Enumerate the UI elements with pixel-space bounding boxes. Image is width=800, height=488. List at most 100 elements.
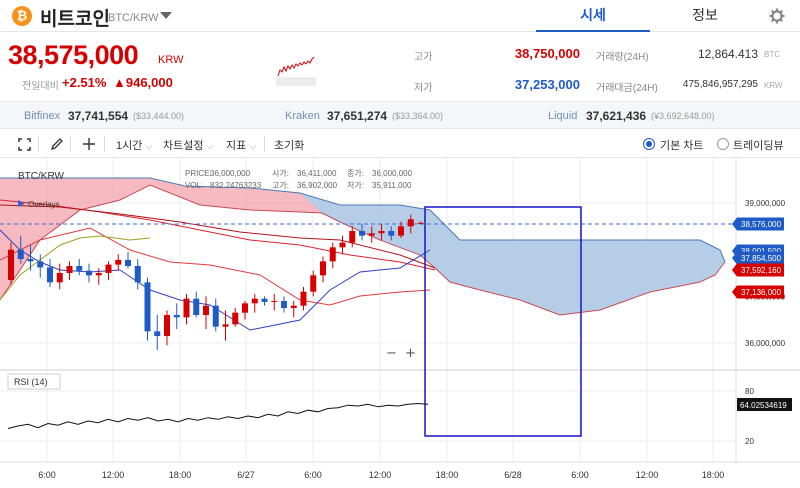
selection-box[interactable] <box>424 206 582 437</box>
high-price: 38,750,000 <box>514 46 580 61</box>
toolbar-divider <box>264 136 265 152</box>
candle-body <box>8 249 14 280</box>
header: ₿ 비트코인 BTC/KRW 시세 정보 <box>0 0 800 32</box>
x-tick-label: 12:00 <box>636 470 659 480</box>
candle-body <box>164 315 170 336</box>
x-tick-label: 18:00 <box>436 470 459 480</box>
info-high: 36,902,000 <box>297 181 338 190</box>
rsi-axis-ticks: 80 20 <box>745 387 754 446</box>
fullscreen-icon[interactable] <box>18 138 31 151</box>
exchange-price: 37,651,274 <box>327 109 388 123</box>
exchange-prices-row: Bitfinex 37,741,554 ($33,444.00) Kraken … <box>0 101 800 129</box>
price-tag <box>732 217 784 231</box>
change-percent: +2.51% <box>62 75 107 90</box>
trade-value-unit: KRW <box>764 81 783 90</box>
volume-value: 12,864.413 <box>697 47 758 61</box>
info-open: 36,411,000 <box>297 169 337 178</box>
candle-body <box>329 247 336 262</box>
chevron-down-icon: ⌵ <box>249 141 257 151</box>
candle-info: PRICE: 36,000,000 VOL: 832.24763233 시가: … <box>185 169 413 190</box>
candles-group <box>8 214 424 350</box>
price-tag-label: 37,136,000 <box>741 288 782 297</box>
price-sparkline <box>277 56 315 77</box>
price-tag <box>732 285 784 299</box>
price-tag-label: 38,576,000 <box>741 220 782 229</box>
candle-body <box>271 301 278 302</box>
x-tick-label: 12:00 <box>369 470 392 480</box>
tradingview-radio[interactable] <box>717 138 729 150</box>
candle-body <box>310 275 317 292</box>
volume-label: 거래량(24H) <box>596 52 649 63</box>
chevron-down-icon: ⌵ <box>206 141 214 151</box>
tab-quote[interactable]: 시세 <box>536 0 650 32</box>
candle-body <box>17 249 24 259</box>
info-vol: 832.24763233 <box>210 181 262 190</box>
rsi-label-box <box>7 373 61 390</box>
candle-body <box>242 303 248 313</box>
interval-dropdown[interactable]: 1시간 ⌵ <box>116 137 152 153</box>
reset-button[interactable]: 초기화 <box>274 140 305 152</box>
candle-body <box>281 301 287 308</box>
candle-body <box>86 270 92 276</box>
candle-body <box>261 298 268 302</box>
y-tick-label: 39,000,000 <box>745 199 786 208</box>
pair-dropdown-caret-icon[interactable] <box>160 12 172 19</box>
exchange-price: 37,621,436 <box>586 109 647 123</box>
candle-body <box>76 266 83 271</box>
candle-body <box>212 305 219 327</box>
pencil-icon[interactable] <box>50 137 64 151</box>
candle-body <box>222 324 229 327</box>
candle-body <box>349 231 356 243</box>
lagging-line <box>0 235 151 301</box>
price-chart[interactable]: BTC/KRW PRICE: 36,000,000 VOL: 832.24763… <box>0 158 800 488</box>
overlays-label[interactable]: Overlays <box>28 200 60 209</box>
x-tick-label: 12:00 <box>102 470 125 480</box>
candle-body <box>183 298 190 318</box>
candle-body <box>56 273 63 283</box>
candle-body <box>144 282 151 332</box>
volume-unit: BTC <box>764 50 780 59</box>
overlay-arrow-icon <box>18 200 25 207</box>
basic-chart-radio[interactable] <box>643 138 655 150</box>
price-tag-label: 37,592,160 <box>741 266 782 275</box>
exchange-name: Bitfinex <box>24 110 61 122</box>
zoom-out-button[interactable]: − <box>386 346 397 361</box>
exchange-diff: ($33,364.00) <box>392 111 444 121</box>
info-close: 36,000,000 <box>372 169 413 178</box>
y-tick-label: 36,000,000 <box>745 339 786 348</box>
zoom-in-button[interactable]: + <box>405 346 416 361</box>
ma-line-dark-red <box>0 204 436 269</box>
info-price-label: PRICE: <box>185 169 212 178</box>
tab-info[interactable]: 정보 <box>692 7 718 23</box>
x-tick-label: 6/27 <box>237 470 255 480</box>
candle-body <box>66 266 73 273</box>
candle-body <box>320 261 326 276</box>
x-tick-label: 6:00 <box>38 470 56 480</box>
kijun-line <box>0 227 431 306</box>
tenkan-line <box>0 229 431 331</box>
indicators-dropdown[interactable]: 지표 ⌵ <box>226 137 256 153</box>
pair-label: BTC/KRW <box>108 12 159 24</box>
interval-label: 1시간 <box>116 140 143 152</box>
candle-body <box>251 298 258 304</box>
candle-body <box>173 315 180 318</box>
candle-body <box>232 312 239 325</box>
candle-body <box>47 267 53 283</box>
chart-toolbar: 1시간 ⌵ 차트설정 ⌵ 지표 ⌵ 초기화 기본 차트 트레이딩뷰 <box>0 130 800 158</box>
gear-icon[interactable] <box>769 8 785 24</box>
basic-chart-label[interactable]: 기본 차트 <box>660 140 704 152</box>
exchange-name: Kraken <box>285 110 320 122</box>
tradingview-label[interactable]: 트레이딩뷰 <box>733 140 784 152</box>
info-high-label: 고가: <box>272 181 289 190</box>
crosshair-icon[interactable] <box>82 137 96 151</box>
candle-body <box>417 222 424 224</box>
rsi-current-value: 64.02534619 <box>740 401 787 410</box>
zoom-controls <box>381 343 421 360</box>
toolbar-divider <box>104 136 105 152</box>
toolbar-divider <box>70 136 71 152</box>
chart-settings-label: 차트설정 <box>163 140 204 152</box>
rsi-label: RSI (14) <box>14 377 48 387</box>
chart-settings-dropdown[interactable]: 차트설정 ⌵ <box>163 137 213 153</box>
rsi-line <box>7 402 429 429</box>
price-tag <box>732 251 784 265</box>
